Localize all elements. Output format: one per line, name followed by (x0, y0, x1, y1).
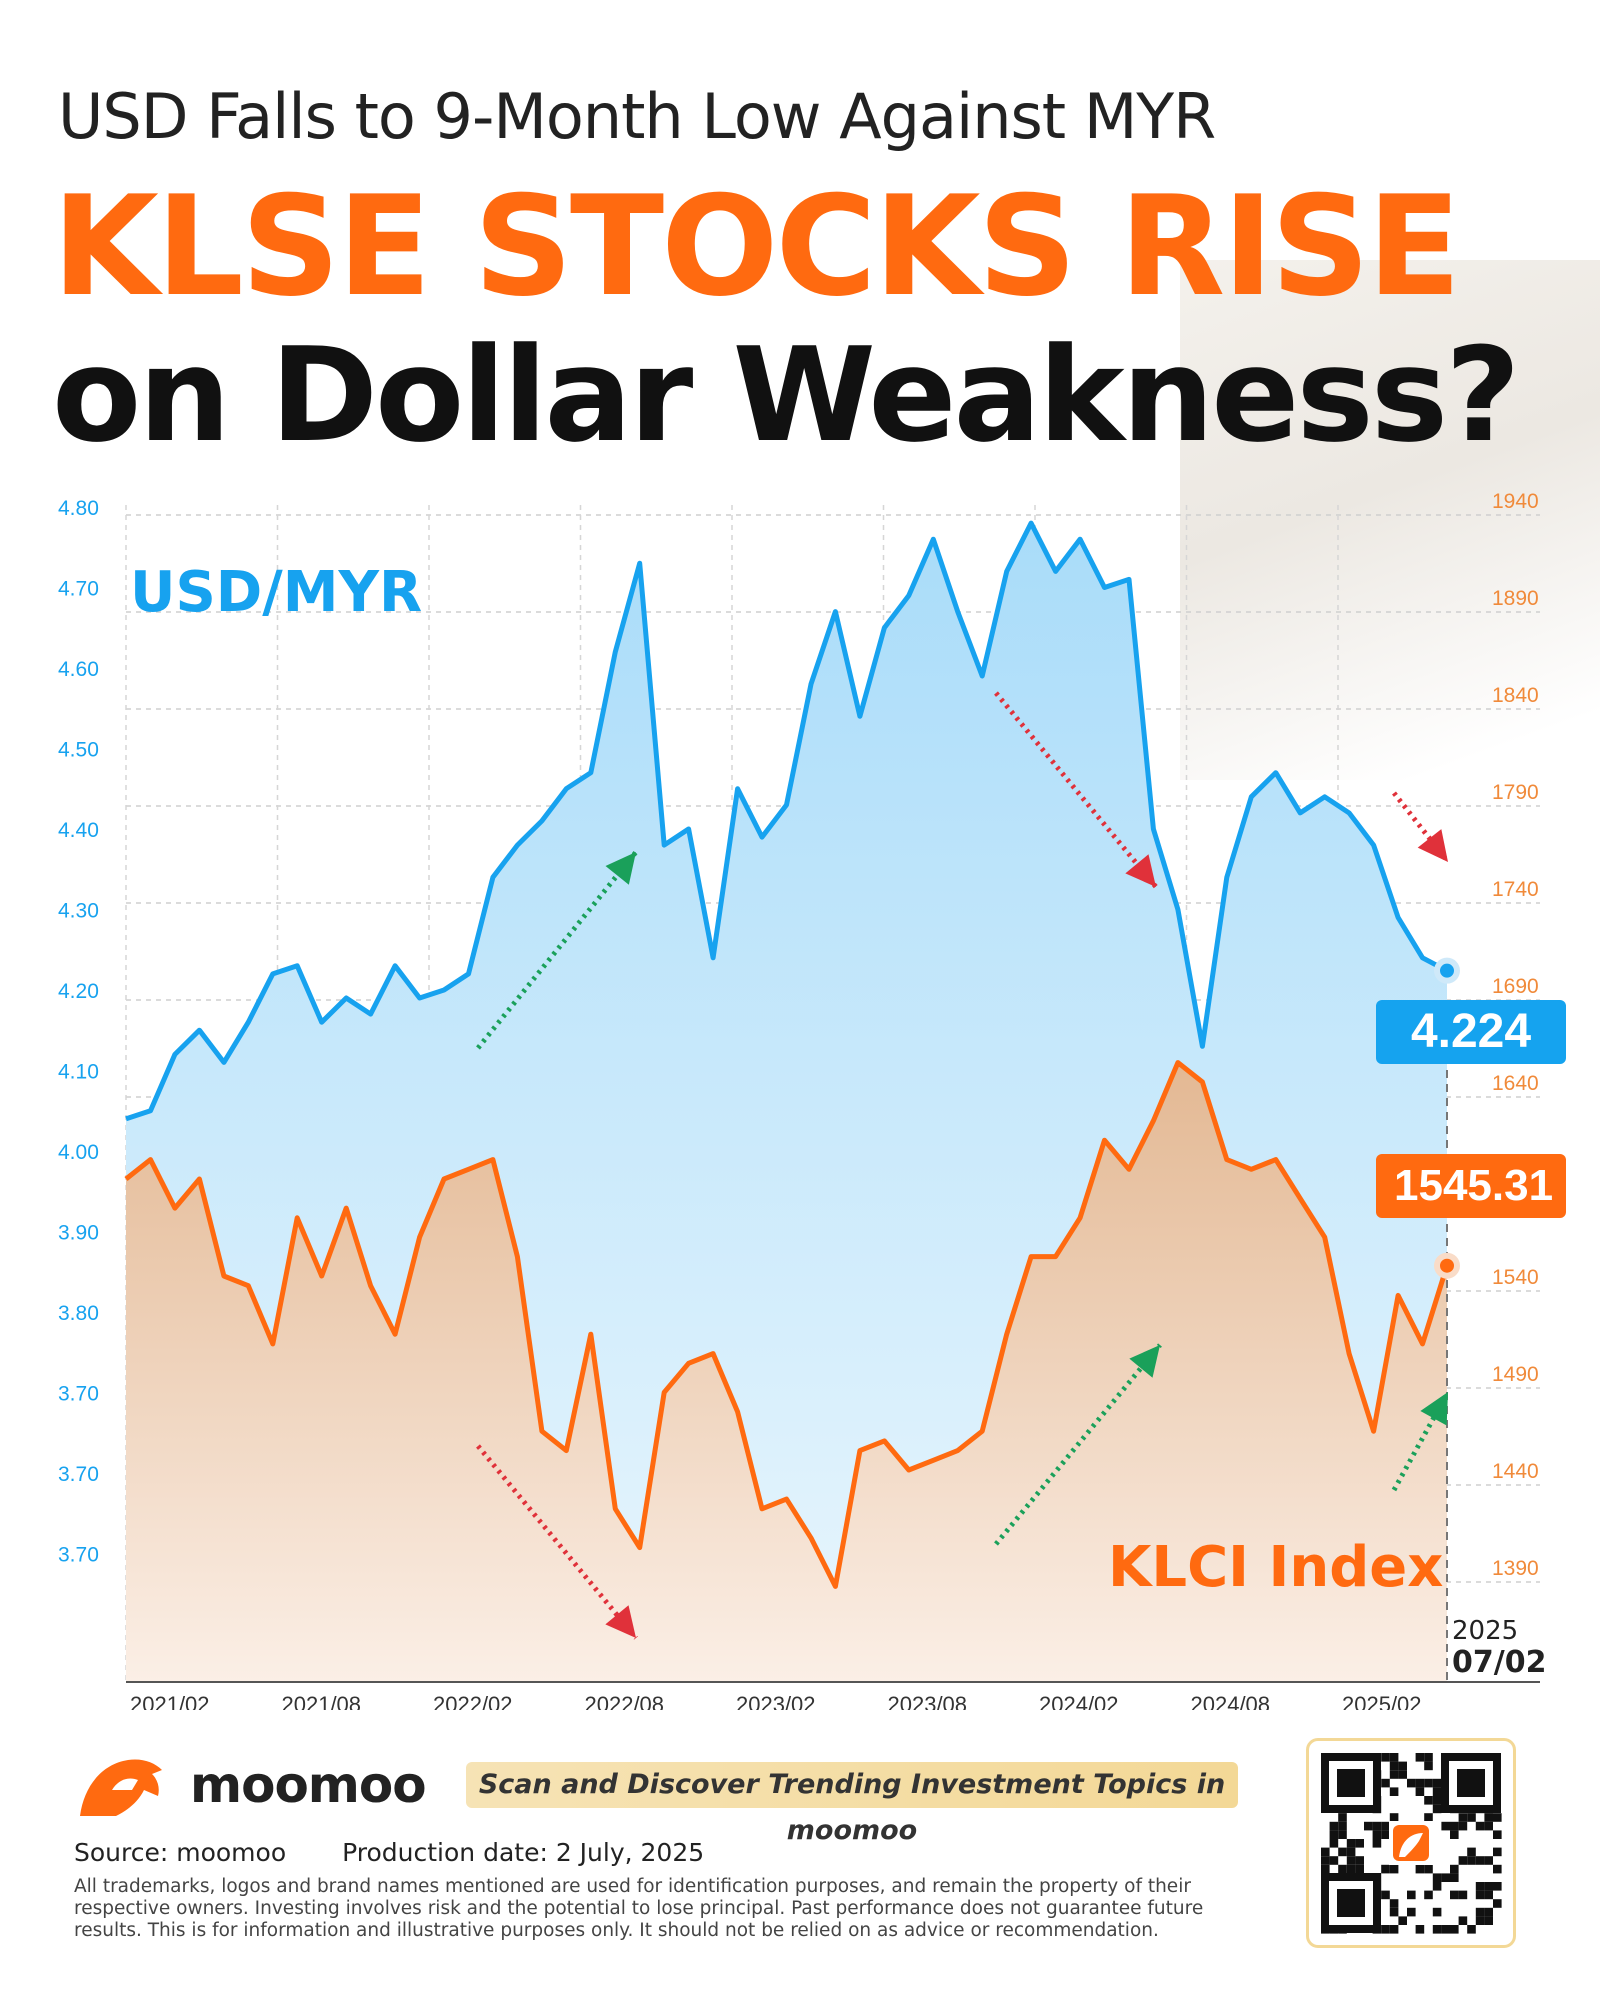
x-axis-tick: 2023/08 (888, 1692, 968, 1710)
right-axis-tick: 1740 (1492, 878, 1539, 901)
x-axis-tick: 2023/02 (736, 1692, 816, 1710)
trend-arrows (476, 691, 1451, 1640)
dual-axis-line-chart: moomoo 4.804.704.604.504.404.304.204.104… (58, 490, 1540, 1710)
right-axis-tick: 1840 (1492, 684, 1539, 707)
end-date-year: 2025 (1452, 1616, 1519, 1646)
up-arrow-klci-2025 (1391, 1390, 1451, 1492)
left-axis-tick: 4.60 (58, 658, 99, 681)
right-axis-tick: 1940 (1492, 490, 1539, 513)
left-axis-tick: 4.40 (58, 819, 99, 842)
qr-code[interactable] (1306, 1738, 1516, 1948)
klci-area (126, 1062, 1447, 1682)
promo-banner[interactable]: Scan and Discover Trending Investment To… (466, 1762, 1238, 1846)
left-axis-tick: 4.70 (58, 578, 99, 601)
down-arrow-klci-2022 (476, 1444, 638, 1640)
left-axis-tick: 4.00 (58, 1141, 99, 1164)
series-label-usd: USD/MYR (130, 560, 423, 625)
moomoo-bull-icon (80, 1759, 162, 1816)
up-arrow-klci-2024 (994, 1343, 1162, 1546)
background-coins-decoration (1180, 260, 1600, 780)
down-arrow-usd-2024 (994, 691, 1158, 889)
up-arrow-usd-2022 (476, 850, 638, 1050)
left-axis-tick: 4.50 (58, 739, 99, 762)
source-line: Source: moomoo Production date: 2 July, 2… (74, 1838, 760, 1867)
x-axis-tick: 2021/02 (130, 1692, 210, 1710)
x-axis-tick: 2024/08 (1191, 1692, 1271, 1710)
right-axis-tick: 1440 (1492, 1460, 1539, 1483)
left-axis-tick: 3.70 (58, 1463, 99, 1486)
right-axis-tick: 1390 (1492, 1557, 1539, 1580)
source-text: Source: moomoo (74, 1838, 287, 1867)
usd-myr-line (125, 520, 1449, 1122)
usd-last-value-badge: 4.224 (1376, 1000, 1566, 1064)
klci-end-point (1434, 1252, 1460, 1279)
left-axis-ticks: 4.80 4.70 4.60 4.50 4.40 4.30 4.20 4.10 4.00 3.90… (58, 497, 99, 1567)
x-axis-tick: 2022/02 (433, 1692, 513, 1710)
series-label-klci: KLCI Index (1108, 1535, 1444, 1600)
headline: USD Falls to 9-Month Low Against MYR (58, 80, 1216, 153)
right-axis-tick: 1640 (1492, 1072, 1539, 1095)
left-axis-tick: 3.70 (58, 1383, 99, 1406)
left-axis-tick: 4.10 (58, 1061, 99, 1084)
qr-code-icon (1321, 1753, 1502, 1934)
down-arrow-usd-2025 (1392, 791, 1450, 864)
x-axis-tick: 2024/02 (1039, 1692, 1119, 1710)
klci-line (124, 1060, 1450, 1589)
left-axis-tick: 4.80 (58, 497, 99, 520)
klci-last-value-badge: 1545.31 (1376, 1154, 1566, 1218)
left-axis-tick: 3.90 (58, 1222, 99, 1245)
right-axis-tick: 1690 (1492, 975, 1539, 998)
brand-logo: moomoo (72, 1750, 427, 1820)
end-date-day: 07/02 (1452, 1645, 1547, 1680)
x-axis-ticks: 2021/02 2021/08 2022/02 2022/08 2023/02 2023/… (130, 1692, 1422, 1710)
title-line-2: on Dollar Weakness? (52, 319, 1521, 471)
right-axis-tick: 1490 (1492, 1363, 1539, 1386)
title-line-1: KLSE STOCKS RISE (52, 166, 1461, 327)
production-date: Production date: 2 July, 2025 (342, 1838, 705, 1867)
x-axis-tick: 2022/08 (585, 1692, 665, 1710)
right-axis-tick: 1790 (1492, 781, 1539, 804)
right-axis-tick: 1540 (1492, 1266, 1539, 1289)
left-axis-tick: 3.80 (58, 1302, 99, 1325)
x-axis-tick: 2025/02 (1342, 1692, 1422, 1710)
x-axis-tick: 2021/08 (282, 1692, 362, 1710)
right-axis-tick: 1890 (1492, 587, 1539, 610)
left-axis-tick: 3.70 (58, 1544, 99, 1567)
brand-name: moomoo (190, 1756, 427, 1814)
usd-end-point (1434, 957, 1460, 984)
end-date-label: 2025 07/02 (1452, 1615, 1546, 1679)
left-axis-tick: 4.30 (58, 900, 99, 923)
disclaimer: All trademarks, logos and brand names me… (74, 1876, 1204, 1941)
left-axis-tick: 4.20 (58, 980, 99, 1003)
